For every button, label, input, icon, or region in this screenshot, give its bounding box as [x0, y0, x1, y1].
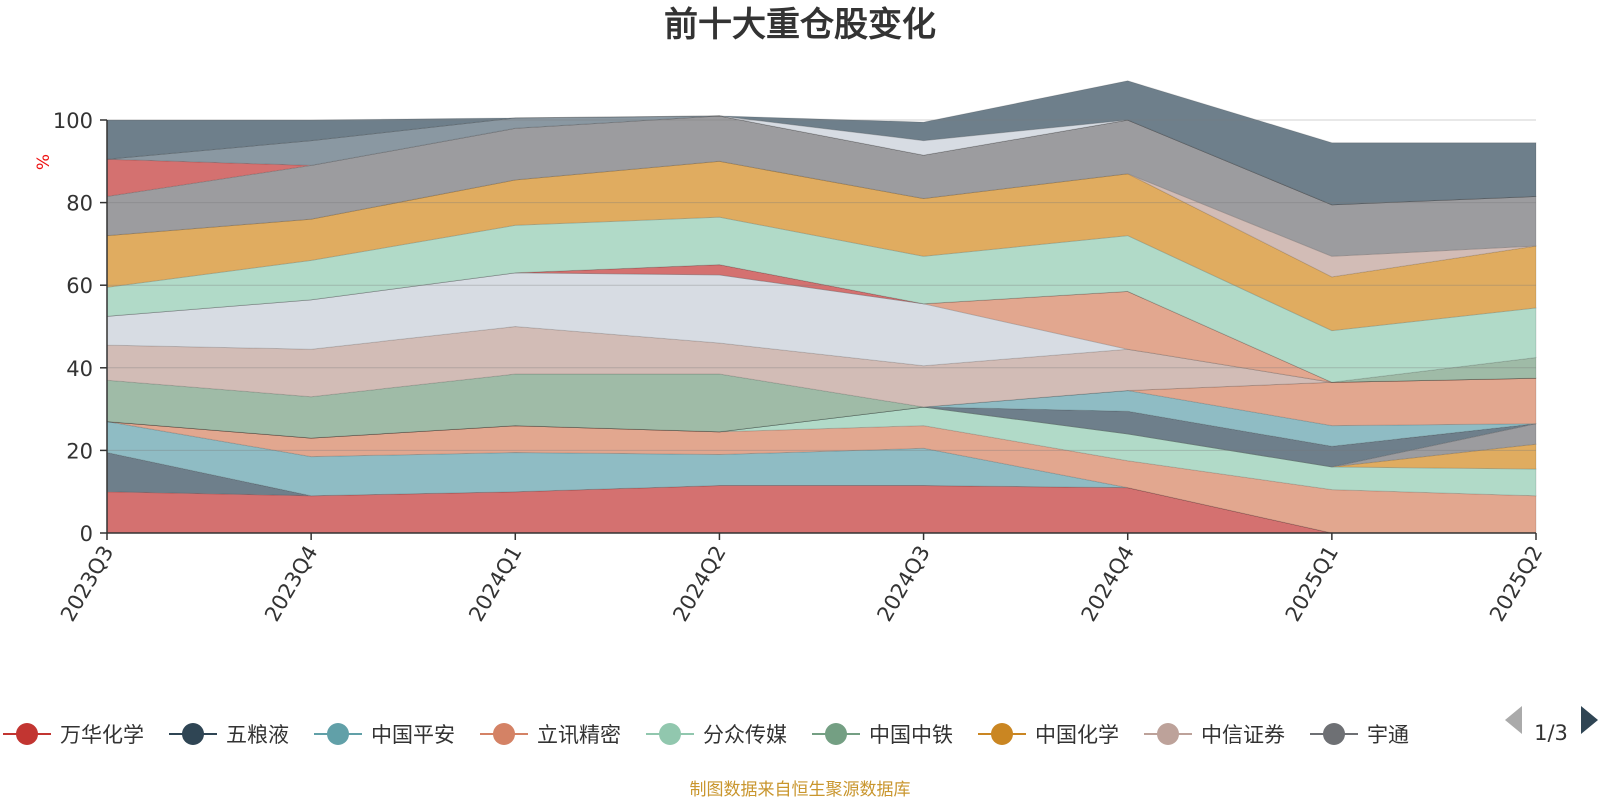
area-layer-10 — [106, 377, 1537, 439]
legend-prev-icon[interactable] — [1505, 706, 1522, 734]
x-tick-label: 2024Q4 — [1077, 542, 1139, 626]
legend-marker-icon — [182, 723, 204, 745]
legend-item[interactable]: 中国中铁 — [812, 723, 953, 747]
y-tick-label: 40 — [66, 357, 93, 381]
legend-marker-icon — [1323, 723, 1345, 745]
legend-item[interactable]: 中信证券 — [1144, 723, 1285, 747]
legend-next-icon[interactable] — [1581, 706, 1598, 734]
area-layer-4 — [106, 406, 1537, 497]
legend-label: 中国中铁 — [869, 723, 953, 747]
area-layer-12 — [106, 325, 1537, 408]
x-tick-label: 2024Q1 — [464, 542, 526, 626]
y-tick-label: 100 — [53, 109, 93, 133]
legend-item[interactable]: 中国平安 — [314, 723, 455, 747]
area-layer-16 — [106, 264, 1537, 383]
y-tick-label: 60 — [66, 274, 93, 298]
legend-item[interactable]: 宇通 — [1310, 723, 1409, 747]
grid-lines — [107, 119, 1536, 451]
y-tick-label: 80 — [66, 192, 93, 216]
area-layer-5 — [106, 406, 1537, 470]
legend-marker-icon — [659, 723, 681, 745]
y-tick-labels: 0 20 40 60 80 100 — [53, 109, 107, 546]
legend-page-indicator: 1/3 — [1534, 721, 1568, 745]
footer-source-note: 制图数据来自恒生聚源数据库 — [690, 780, 911, 800]
legend-label: 中国化学 — [1035, 723, 1119, 747]
legend-label: 五粮液 — [226, 723, 289, 747]
area-layer-13 — [106, 272, 1537, 383]
legend: 万华化学 五粮液 中国平安 立讯精密 分众传媒 中国中铁 中国化学 中信证券 宇通 — [3, 723, 1409, 747]
x-tick-labels: 2023Q3 2023Q4 2024Q1 2024Q2 2024Q3 2024Q4 2025… — [56, 533, 1547, 626]
legend-item[interactable]: 分众传媒 — [646, 723, 787, 747]
axes — [106, 120, 1536, 534]
legend-pager: 1/3 — [1505, 706, 1598, 745]
legend-label: 立讯精密 — [537, 723, 621, 747]
legend-label: 分众传媒 — [703, 723, 787, 747]
chart-title: 前十大重仓股变化 — [664, 5, 936, 45]
legend-marker-icon — [493, 723, 515, 745]
legend-label: 中国平安 — [371, 723, 455, 747]
x-tick-label: 2024Q3 — [872, 542, 934, 626]
x-tick-label: 2023Q3 — [56, 542, 118, 626]
area-layer-3 — [106, 421, 1537, 534]
legend-marker-icon — [1157, 723, 1179, 745]
legend-item[interactable]: 中国化学 — [978, 723, 1119, 747]
legend-item[interactable]: 万华化学 — [3, 723, 144, 747]
legend-item[interactable]: 五粮液 — [169, 723, 289, 747]
x-tick-label: 2025Q1 — [1281, 542, 1343, 626]
legend-marker-icon — [991, 723, 1013, 745]
legend-marker-icon — [825, 723, 847, 745]
legend-marker-icon — [16, 723, 38, 745]
y-tick-label: 20 — [66, 439, 93, 463]
x-tick-label: 2025Q2 — [1485, 542, 1547, 626]
y-axis-unit: % — [34, 154, 54, 170]
y-tick-label: 0 — [80, 522, 93, 546]
area-layers — [106, 80, 1537, 534]
x-tick-label: 2024Q2 — [668, 542, 730, 626]
legend-label: 宇通 — [1367, 723, 1409, 747]
legend-marker-icon — [327, 723, 349, 745]
legend-label: 万华化学 — [60, 723, 144, 747]
x-tick-label: 2023Q4 — [260, 542, 322, 626]
legend-item[interactable]: 立讯精密 — [480, 723, 621, 747]
legend-label: 中信证券 — [1201, 723, 1285, 747]
area-layer-24 — [106, 80, 1537, 206]
area-layer-6 — [106, 406, 1537, 468]
